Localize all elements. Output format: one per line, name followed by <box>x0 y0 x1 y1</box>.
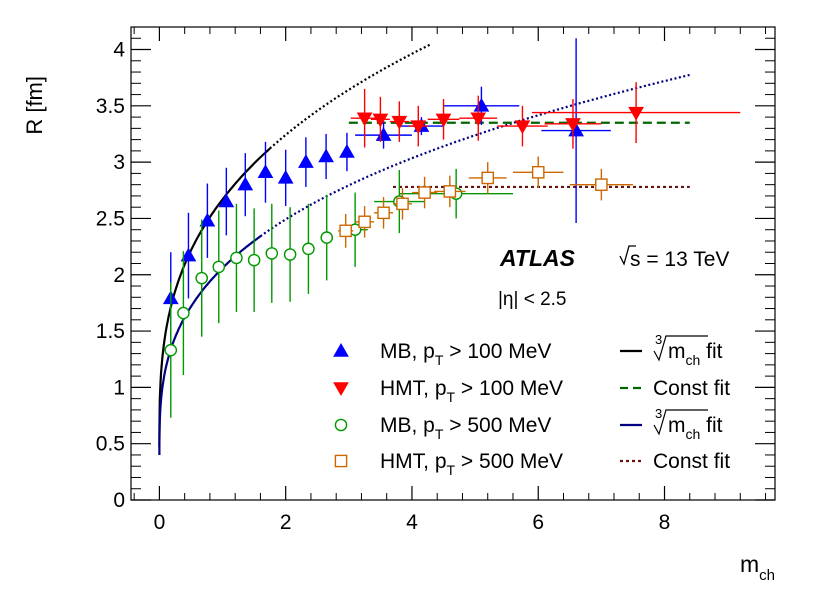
data-point <box>473 97 490 112</box>
legend-label: Const fit <box>653 377 730 400</box>
data-point <box>443 185 457 198</box>
data-point <box>595 178 608 191</box>
data-point <box>396 197 409 211</box>
y-tick-label: 1 <box>113 376 125 399</box>
cbrt-fit-extrapolation <box>269 43 432 150</box>
data-point <box>257 164 274 179</box>
data-point <box>358 215 371 229</box>
sqrt-sign <box>619 245 636 266</box>
data-point <box>356 112 373 127</box>
legend-label: HMT, pT > 500 MeV <box>380 450 563 478</box>
series-circle-open <box>164 168 513 418</box>
data-point <box>470 112 487 127</box>
y-tick-label: 0 <box>113 489 125 512</box>
x-axis-label: mch <box>740 551 775 584</box>
legend-label: mch fit <box>668 414 723 442</box>
data-point <box>514 120 531 135</box>
data-point <box>628 106 644 121</box>
data-point <box>212 260 226 274</box>
y-tick-label: 3 <box>113 151 125 174</box>
eta-cut-label: |η| < 2.5 <box>498 289 567 310</box>
cbrt-fit-curve <box>158 147 271 448</box>
data-point <box>531 165 545 179</box>
data-point <box>218 193 235 208</box>
data-point <box>177 306 190 320</box>
data-point <box>377 206 390 220</box>
data-point <box>418 186 431 199</box>
data-point <box>237 176 254 191</box>
x-tick-label: 0 <box>154 511 166 534</box>
data-point <box>195 271 209 285</box>
legend-root-index: 3 <box>655 406 662 421</box>
data-point <box>320 231 334 244</box>
data-point <box>164 343 178 357</box>
atlas-label: ATLAS <box>499 245 576 271</box>
y-axis-label: R [fm] <box>22 76 47 135</box>
data-point <box>180 247 197 262</box>
data-point <box>339 224 352 238</box>
data-point <box>565 118 581 132</box>
legend-marker <box>334 418 348 432</box>
y-tick-label: 2.5 <box>96 207 125 230</box>
energy-label: s = 13 TeV <box>619 245 729 271</box>
legend-label: MB, pT > 500 MeV <box>380 414 551 442</box>
series-triangle-down <box>350 82 741 149</box>
legend-label: MB, pT > 100 MeV <box>380 340 551 368</box>
legend-marker <box>333 342 349 357</box>
legend-root-sign <box>653 335 708 362</box>
data-point <box>435 113 452 128</box>
x-tick-label: 6 <box>532 511 544 534</box>
series-square-open <box>338 156 633 248</box>
x-tick-label: 2 <box>280 511 292 534</box>
y-tick-label: 0.5 <box>96 433 125 456</box>
y-tick-label: 3.5 <box>96 95 125 118</box>
data-point <box>298 154 314 168</box>
y-tick-label: 2 <box>113 264 125 287</box>
data-point <box>302 242 315 256</box>
data-point <box>318 148 334 163</box>
x-tick-label: 4 <box>406 511 418 534</box>
y-tick-label: 1.5 <box>96 320 125 343</box>
data-point <box>247 253 261 267</box>
data-point <box>339 143 355 158</box>
legend-marker <box>334 454 348 468</box>
legend-root-index: 3 <box>655 332 662 347</box>
data-point <box>481 171 495 185</box>
data-point <box>277 169 294 184</box>
data-point <box>283 248 297 261</box>
data-point <box>199 212 216 227</box>
data-point <box>265 247 279 260</box>
energy-text: s = 13 TeV <box>630 248 729 271</box>
legend-label: mch fit <box>668 340 723 368</box>
y-tick-label: 4 <box>113 39 125 62</box>
legend-label: Const fit <box>653 450 730 473</box>
data-point <box>391 115 408 130</box>
data-point <box>375 127 392 141</box>
x-tick-label: 8 <box>659 511 671 534</box>
legend-root-sign <box>653 409 708 436</box>
legend-label: HMT, pT > 100 MeV <box>380 377 563 405</box>
data-point <box>230 251 243 265</box>
legend-marker <box>333 382 349 397</box>
data-point <box>410 120 427 135</box>
data-point <box>372 113 389 128</box>
